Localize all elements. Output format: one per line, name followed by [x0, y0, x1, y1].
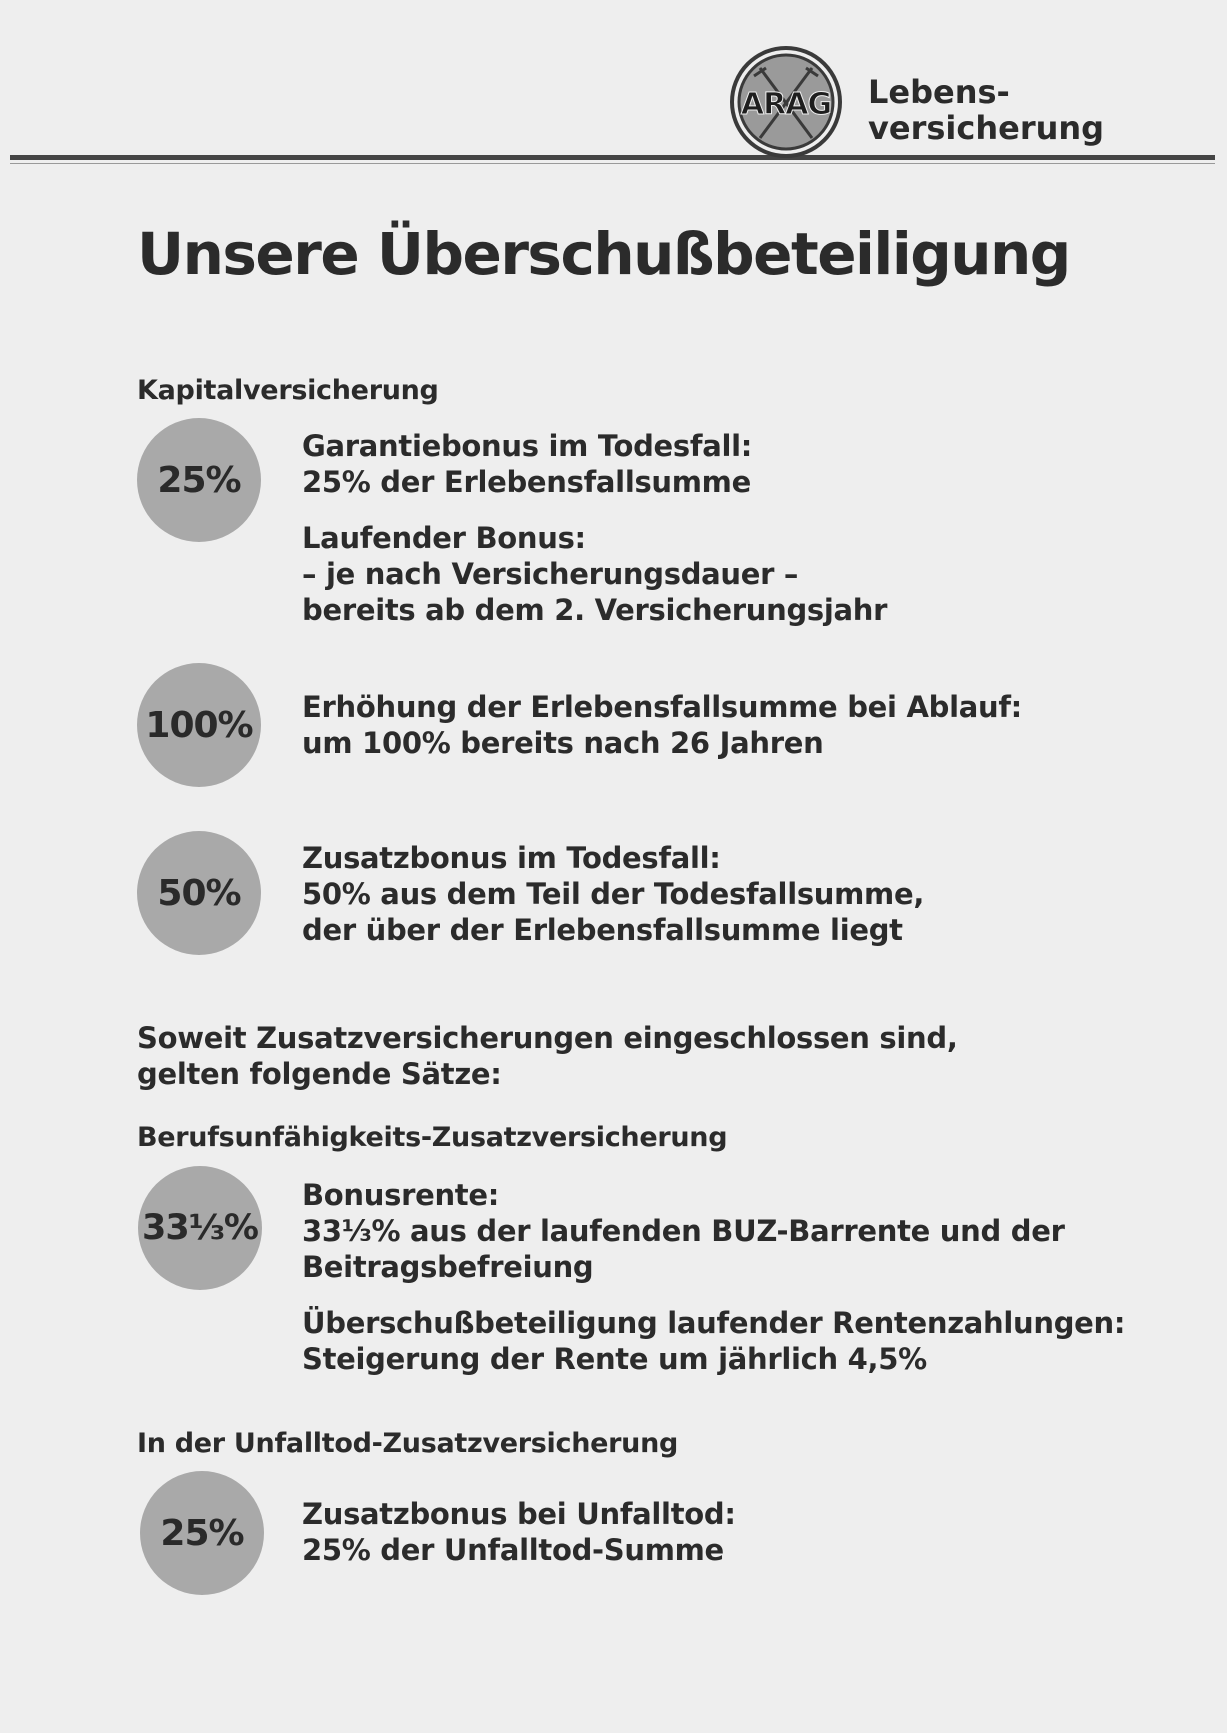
brand-line-2: versicherung [868, 109, 1105, 147]
text-block-erhoehung: Erhöhung der Erlebensfallsumme bei Ablau… [302, 689, 1022, 761]
note-line-2: gelten folgende Sätze: [137, 1057, 502, 1091]
text-line: Laufender Bonus: [302, 521, 586, 555]
badge-25-percent: 25% [137, 418, 261, 542]
text-block-zusatzbonus: Zusatzbonus im Todesfall: 50% aus dem Te… [302, 840, 924, 948]
text-line: 50% aus dem Teil der Todesfallsumme, [302, 877, 925, 911]
text-line: bereits ab dem 2. Versicherungsjahr [302, 593, 888, 627]
note-zusatzversicherungen: Soweit Zusatzversicherungen eingeschloss… [137, 1020, 958, 1092]
text-block-bonusrente: Bonusrente: 33⅓% aus der laufenden BUZ-B… [302, 1177, 1065, 1285]
header-rule-thin [10, 163, 1215, 164]
text-block-laufender-bonus: Laufender Bonus: – je nach Versicherungs… [302, 520, 887, 628]
text-line: Zusatzbonus bei Unfalltod: [302, 1497, 736, 1531]
header-rule [10, 155, 1215, 160]
logo-text: ARAG [741, 87, 831, 122]
note-line-1: Soweit Zusatzversicherungen eingeschloss… [137, 1021, 958, 1055]
brand-line-1: Lebens- [868, 73, 1010, 111]
text-line: Erhöhung der Erlebensfallsumme bei Ablau… [302, 690, 1022, 724]
arag-logo-icon: ARAG [730, 46, 842, 158]
text-line: um 100% bereits nach 26 Jahren [302, 726, 824, 760]
text-line: Bonusrente: [302, 1178, 500, 1212]
text-line: 33⅓% aus der laufenden BUZ-Barrente und … [302, 1214, 1065, 1248]
text-line: Steigerung der Rente um jährlich 4,5% [302, 1342, 927, 1376]
text-line: 25% der Unfalltod-Summe [302, 1533, 724, 1567]
badge-100-percent: 100% [137, 663, 261, 787]
text-line: 25% der Erlebensfallsumme [302, 465, 751, 499]
badge-25-percent-unfall: 25% [140, 1471, 264, 1595]
section-heading-kapital: Kapitalversicherung [137, 375, 439, 406]
badge-33-third-percent: 33⅓% [138, 1166, 262, 1290]
brand-name: Lebens- versicherung [868, 74, 1104, 146]
text-line: Garantiebonus im Todesfall: [302, 429, 753, 463]
text-line: der über der Erlebensfallsumme liegt [302, 913, 903, 947]
page-title: Unsere Überschußbeteiligung [137, 220, 1071, 288]
text-line: Beitragsbefreiung [302, 1250, 594, 1284]
text-block-rentenzahlungen: Überschußbeteiligung laufender Rentenzah… [302, 1305, 1126, 1377]
text-block-garantiebonus: Garantiebonus im Todesfall: 25% der Erle… [302, 428, 752, 500]
badge-50-percent: 50% [137, 831, 261, 955]
section-heading-buz: Berufsunfähigkeits-Zusatzversicherung [137, 1122, 728, 1153]
text-line: Überschußbeteiligung laufender Rentenzah… [302, 1306, 1126, 1340]
section-heading-unfalltod: In der Unfalltod-Zusatzversicherung [137, 1428, 679, 1459]
text-block-unfalltod: Zusatzbonus bei Unfalltod: 25% der Unfal… [302, 1496, 736, 1568]
text-line: Zusatzbonus im Todesfall: [302, 841, 721, 875]
text-line: – je nach Versicherungsdauer – [302, 557, 799, 591]
